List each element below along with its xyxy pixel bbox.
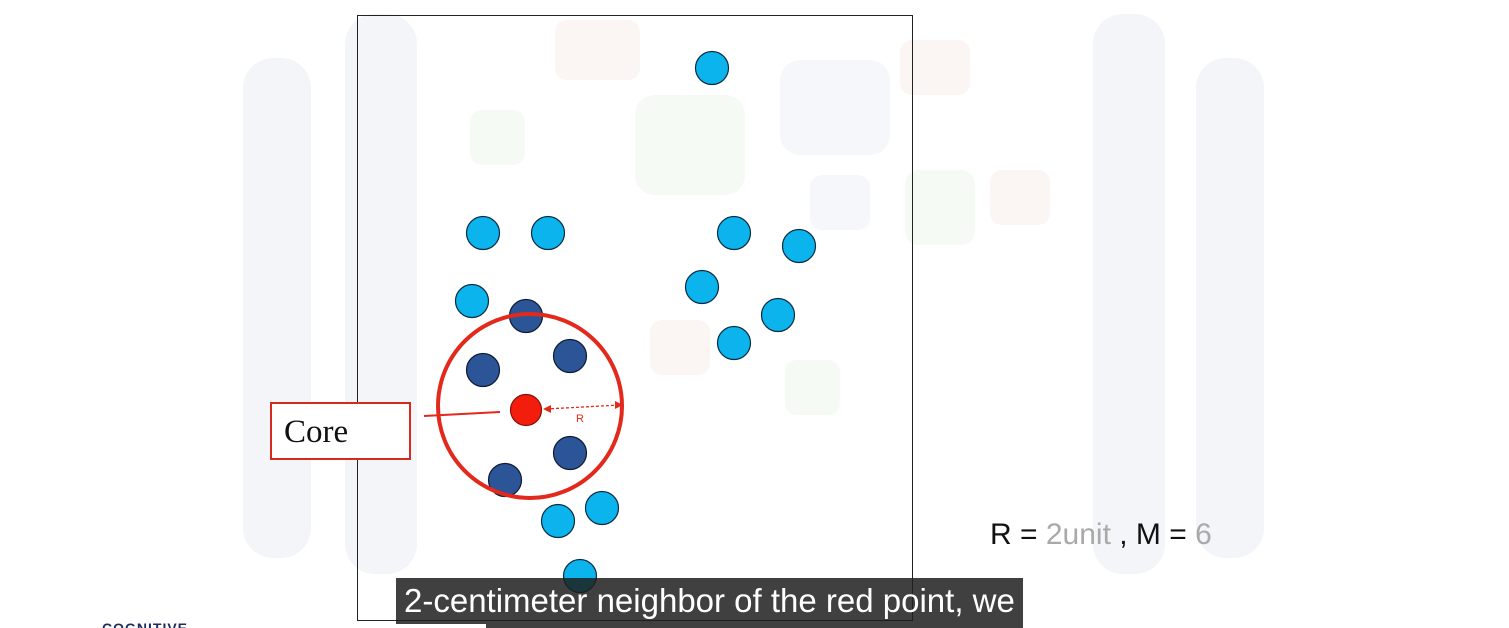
radius-label: R	[576, 413, 584, 425]
neighbor-point	[552, 338, 588, 374]
data-point	[684, 269, 720, 305]
neighbor-point	[465, 352, 501, 388]
data-point	[465, 215, 501, 251]
data-point	[781, 228, 817, 264]
video-caption: 2-centimeter neighbor of the red point, …	[396, 578, 1023, 624]
parameters-text: R = 2unit , M = 6	[990, 518, 1212, 552]
neighbor-point	[552, 435, 588, 471]
core-point	[509, 393, 543, 427]
caption-underbar	[486, 624, 1023, 628]
data-point	[530, 215, 566, 251]
core-pointer-line	[423, 411, 501, 417]
brand-logo: COGNITIVE	[102, 620, 189, 628]
core-label: Core	[270, 402, 411, 460]
param-separator: , M =	[1110, 518, 1196, 551]
data-point	[584, 490, 620, 526]
min-points-value: 6	[1195, 518, 1212, 551]
data-point	[540, 503, 576, 539]
neighborhood-circle	[436, 312, 624, 500]
data-point	[716, 325, 752, 361]
data-point	[760, 297, 796, 333]
data-point	[716, 215, 752, 251]
radius-param-prefix: R =	[990, 518, 1046, 551]
radius-arrowhead-right	[615, 401, 623, 409]
data-point	[694, 50, 730, 86]
radius-arrow	[545, 404, 621, 410]
radius-arrowhead-left	[543, 405, 551, 413]
radius-value: 2unit	[1045, 518, 1111, 551]
data-point	[454, 283, 490, 319]
